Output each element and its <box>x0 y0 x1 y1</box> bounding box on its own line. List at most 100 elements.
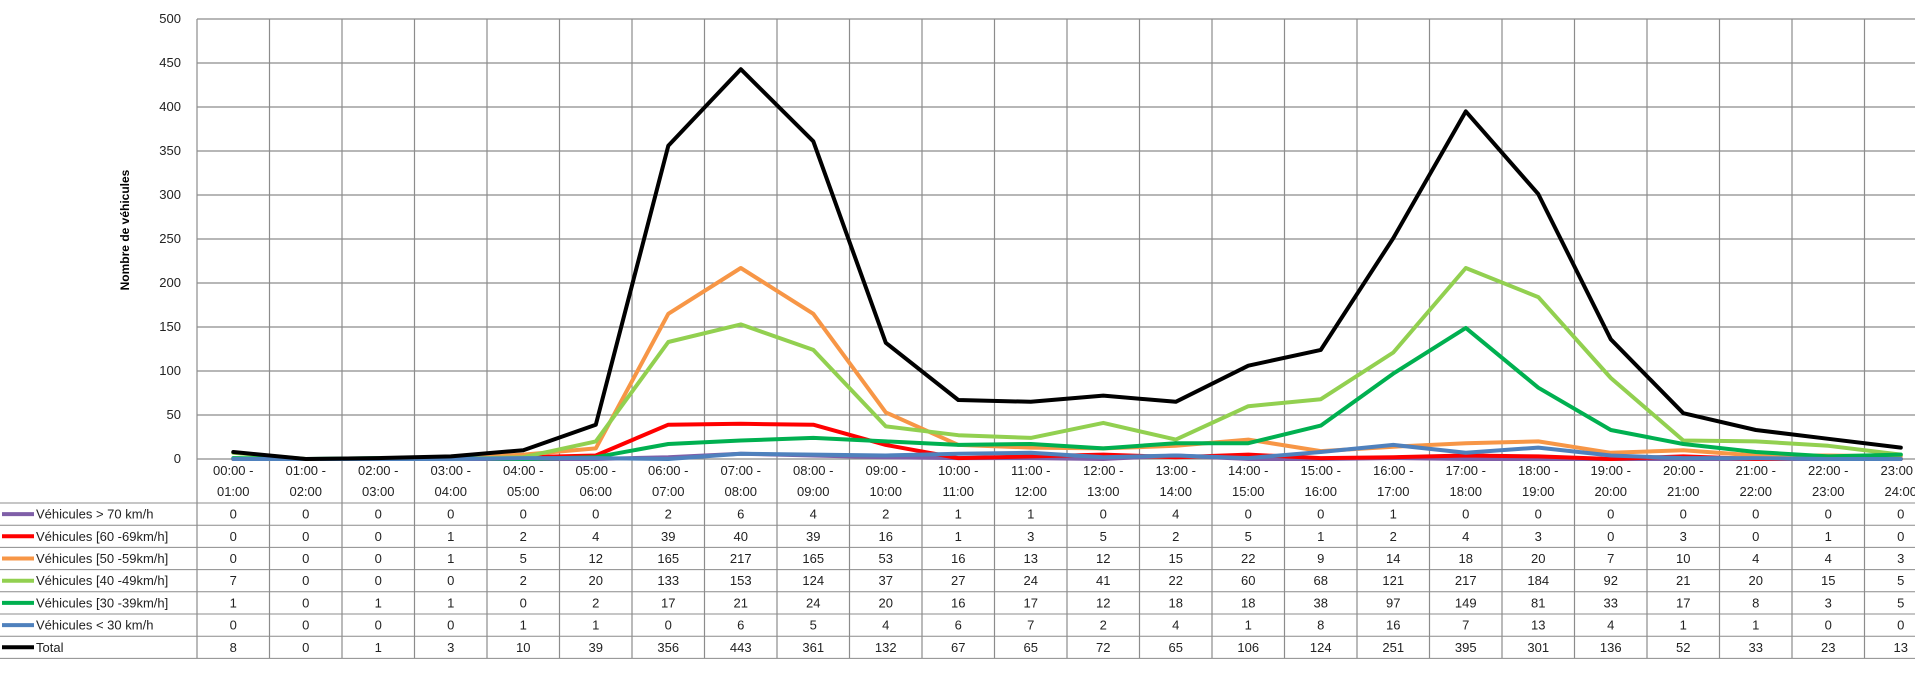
table-cell: 0 <box>302 551 309 566</box>
y-tick-label: 0 <box>174 451 181 466</box>
x-tick-label: 08:00 - <box>793 463 833 478</box>
table-cell: 4 <box>1172 507 1179 522</box>
table-cell: 41 <box>1096 573 1110 588</box>
table-cell: 20 <box>1531 551 1545 566</box>
table-cell: 13 <box>1531 618 1545 633</box>
table-cell: 7 <box>1462 618 1469 633</box>
table-cell: 0 <box>230 507 237 522</box>
table-cell: 20 <box>879 595 893 610</box>
table-cell: 443 <box>730 640 752 655</box>
table-cell: 5 <box>1245 529 1252 544</box>
y-tick-label: 350 <box>159 143 181 158</box>
x-tick-label: 09:00 - <box>866 463 906 478</box>
table-cell: 8 <box>230 640 237 655</box>
table-cell: 0 <box>1897 529 1904 544</box>
table-cell: 40 <box>734 529 748 544</box>
table-cell: 0 <box>1825 507 1832 522</box>
table-cell: 301 <box>1527 640 1549 655</box>
table-cell: 1 <box>1390 507 1397 522</box>
x-tick-label: 14:00 <box>1159 484 1192 499</box>
table-cell: 4 <box>1825 551 1832 566</box>
table-cell: 3 <box>447 640 454 655</box>
table-cell: 4 <box>1607 618 1614 633</box>
table-cell: 22 <box>1169 573 1183 588</box>
x-tick-label: 13:00 - <box>1156 463 1196 478</box>
table-cell: 0 <box>447 618 454 633</box>
x-tick-label: 19:00 <box>1522 484 1555 499</box>
table-cell: 124 <box>1310 640 1332 655</box>
grid-lines <box>196 18 1915 659</box>
table-cell: 1 <box>1027 507 1034 522</box>
table-cell: 6 <box>955 618 962 633</box>
table-cell: 97 <box>1386 595 1400 610</box>
table-cell: 10 <box>1676 551 1690 566</box>
x-tick-label: 01:00 - <box>286 463 326 478</box>
y-tick-label: 450 <box>159 55 181 70</box>
table-cell: 6 <box>737 507 744 522</box>
table-cell: 1 <box>955 529 962 544</box>
x-tick-label: 17:00 - <box>1446 463 1486 478</box>
table-cell: 17 <box>1676 595 1690 610</box>
table-cell: 39 <box>661 529 675 544</box>
table-cell: 4 <box>592 529 599 544</box>
table-cell: 24 <box>1024 573 1038 588</box>
table-cell: 33 <box>1749 640 1763 655</box>
x-tick-label: 11:00 - <box>1011 463 1051 478</box>
table-cell: 18 <box>1169 595 1183 610</box>
table-cell: 15 <box>1169 551 1183 566</box>
x-tick-label: 07:00 - <box>721 463 761 478</box>
x-tick-label: 12:00 <box>1014 484 1047 499</box>
table-cell: 53 <box>879 551 893 566</box>
x-tick-label: 02:00 - <box>358 463 398 478</box>
x-tick-label: 04:00 - <box>503 463 543 478</box>
table-cell: 6 <box>737 618 744 633</box>
chart-labels: Nombre de véhicules 05010015020025030035… <box>36 11 1915 655</box>
x-tick-label: 00:00 - <box>213 463 253 478</box>
legend-label: Véhicules [60 -69km/h] <box>36 529 168 544</box>
table-cell: 395 <box>1455 640 1477 655</box>
table-cell: 2 <box>1100 618 1107 633</box>
table-cell: 0 <box>447 573 454 588</box>
table-cell: 20 <box>589 573 603 588</box>
table-cell: 1 <box>447 529 454 544</box>
x-tick-label: 11:00 <box>942 484 974 499</box>
series-line <box>231 67 1903 461</box>
table-cell: 17 <box>1024 595 1038 610</box>
table-cell: 8 <box>1317 618 1324 633</box>
x-tick-label: 16:00 - <box>1373 463 1413 478</box>
table-cell: 1 <box>955 507 962 522</box>
table-cell: 14 <box>1386 551 1400 566</box>
table-cell: 0 <box>375 618 382 633</box>
table-cell: 0 <box>302 529 309 544</box>
table-cell: 0 <box>1462 507 1469 522</box>
table-cell: 0 <box>447 507 454 522</box>
table-cell: 361 <box>802 640 824 655</box>
table-cell: 20 <box>1749 573 1763 588</box>
table-cell: 39 <box>806 529 820 544</box>
table-cell: 0 <box>1607 507 1614 522</box>
table-cell: 0 <box>1897 618 1904 633</box>
table-cell: 0 <box>230 618 237 633</box>
x-tick-label: 20:00 - <box>1663 463 1703 478</box>
y-tick-label: 400 <box>159 99 181 114</box>
table-cell: 217 <box>1455 573 1477 588</box>
table-cell: 0 <box>665 618 672 633</box>
table-cell: 0 <box>302 618 309 633</box>
x-tick-label: 24:00 <box>1884 484 1915 499</box>
table-cell: 121 <box>1382 573 1404 588</box>
x-tick-label: 10:00 - <box>938 463 978 478</box>
table-cell: 4 <box>882 618 889 633</box>
table-cell: 165 <box>802 551 824 566</box>
legend-label: Total <box>36 640 64 655</box>
x-tick-label: 09:00 <box>797 484 830 499</box>
table-cell: 7 <box>1607 551 1614 566</box>
table-cell: 356 <box>657 640 679 655</box>
table-cell: 9 <box>1317 551 1324 566</box>
table-cell: 1 <box>1317 529 1324 544</box>
table-cell: 68 <box>1314 573 1328 588</box>
table-cell: 106 <box>1237 640 1259 655</box>
table-cell: 3 <box>1897 551 1904 566</box>
x-tick-label: 03:00 <box>362 484 395 499</box>
y-tick-label: 500 <box>159 11 181 26</box>
